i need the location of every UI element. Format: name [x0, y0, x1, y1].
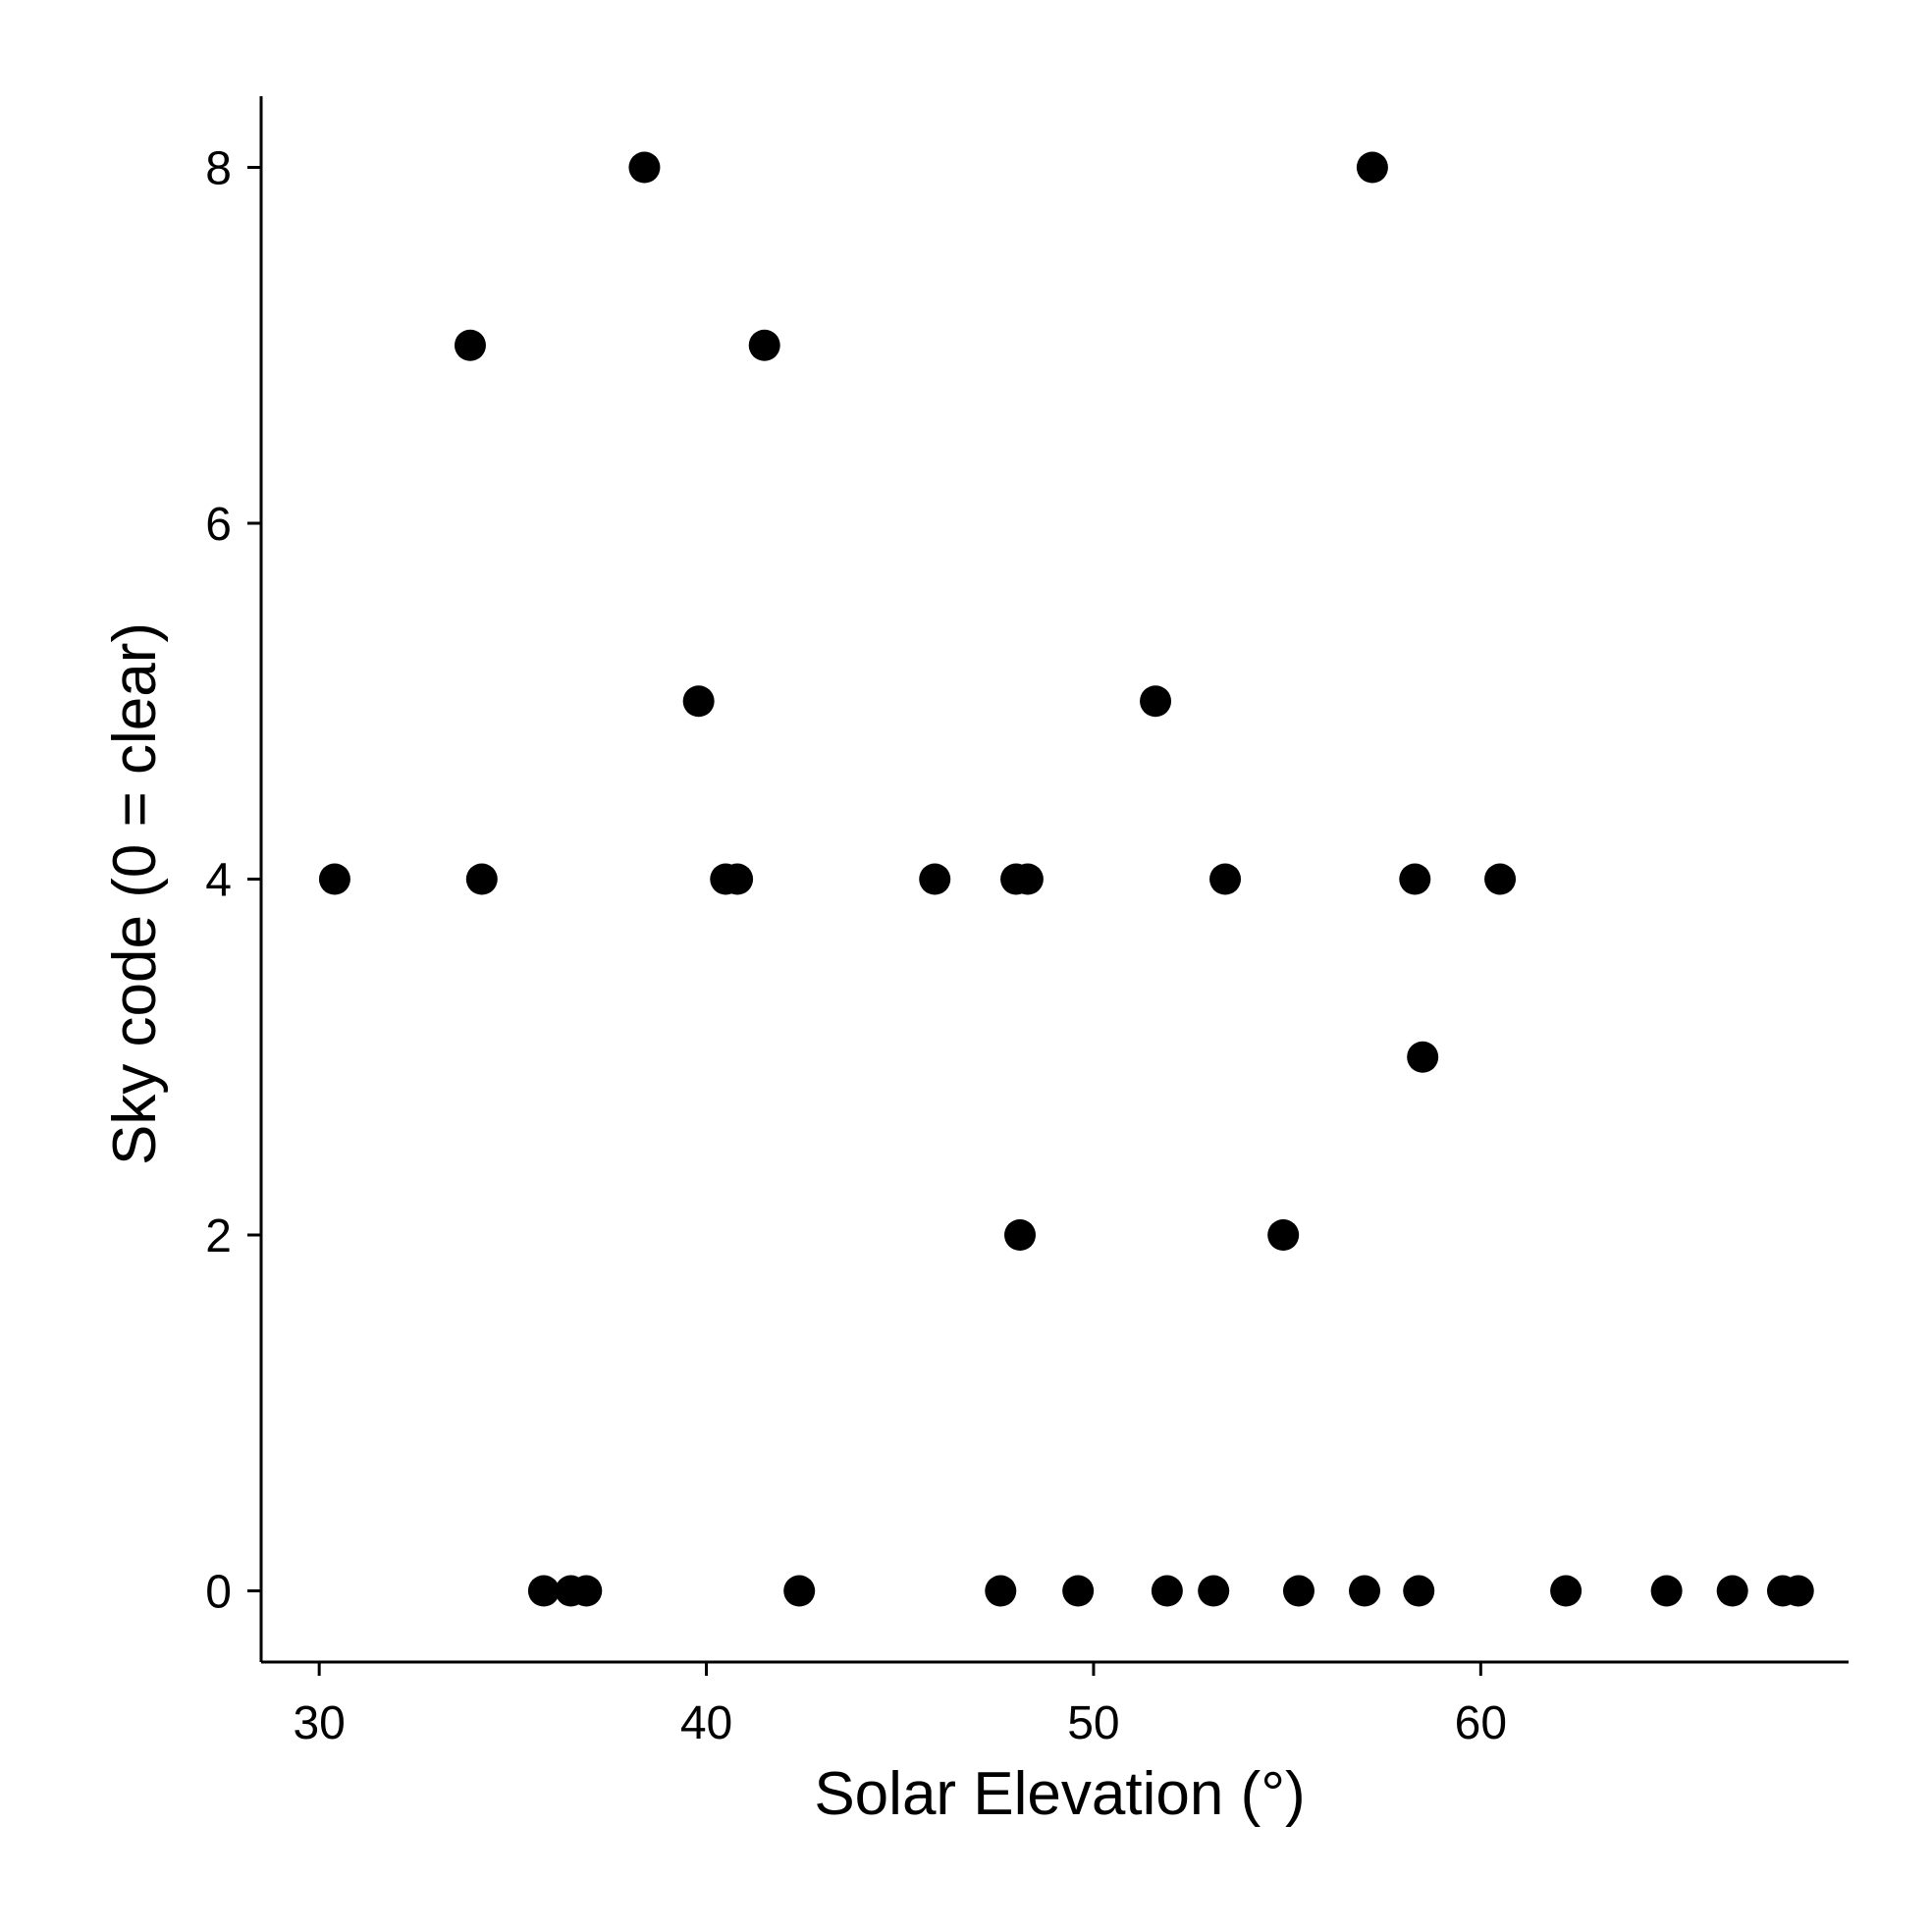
data-point [1399, 863, 1431, 895]
data-point [1198, 1575, 1230, 1607]
data-point [919, 863, 951, 895]
axes [259, 96, 1849, 1664]
data-point [1011, 863, 1044, 895]
data-point [748, 329, 780, 361]
x-tick-label: 60 [1455, 1697, 1507, 1749]
data-point [318, 863, 350, 895]
x-tick-label: 40 [680, 1697, 732, 1749]
y-tick-label: 6 [205, 499, 232, 551]
data-point [1267, 1219, 1300, 1251]
y-tick-label: 2 [205, 1210, 232, 1262]
y-axis-title: Sky code (0 = clear) [101, 622, 169, 1165]
data-point [1650, 1575, 1683, 1607]
data-point [570, 1575, 603, 1607]
data-point [1716, 1575, 1748, 1607]
data-point [628, 151, 661, 184]
data-point [783, 1575, 816, 1607]
data-point [1151, 1575, 1183, 1607]
y-tick-label: 8 [205, 143, 232, 195]
x-tick-label: 30 [293, 1697, 345, 1749]
data-point [1349, 1575, 1381, 1607]
data-point [454, 329, 486, 361]
data-points [318, 151, 1814, 1607]
data-point [682, 685, 715, 718]
data-point [1407, 1041, 1439, 1073]
data-point [985, 1575, 1017, 1607]
y-tick-label: 0 [205, 1567, 232, 1619]
data-point [722, 863, 754, 895]
data-point [1403, 1575, 1435, 1607]
data-point [1209, 863, 1242, 895]
data-point [1004, 1219, 1037, 1251]
data-point [1356, 151, 1388, 184]
y-axis-ticks: 0 2 4 6 8 [205, 143, 261, 1619]
data-point [1282, 1575, 1315, 1607]
x-tick-label: 50 [1067, 1697, 1119, 1749]
data-point [1140, 685, 1172, 718]
data-point [465, 863, 498, 895]
data-point [1062, 1575, 1095, 1607]
y-tick-label: 4 [205, 855, 232, 907]
data-point [1484, 863, 1517, 895]
data-point [527, 1575, 560, 1607]
data-point [1782, 1575, 1814, 1607]
x-axis-ticks: 30 40 50 60 [293, 1662, 1507, 1749]
data-point [1550, 1575, 1583, 1607]
x-axis-title: Solar Elevation (°) [814, 1760, 1305, 1828]
